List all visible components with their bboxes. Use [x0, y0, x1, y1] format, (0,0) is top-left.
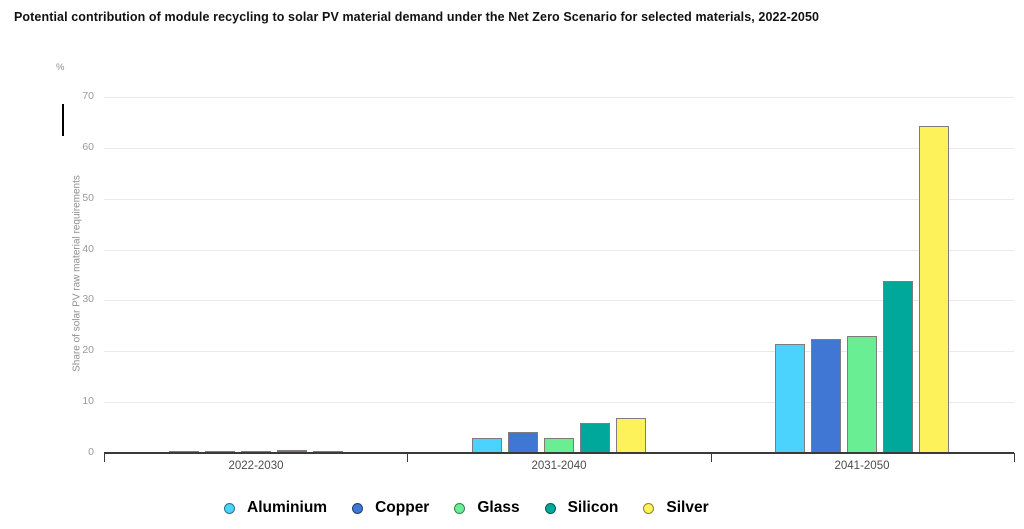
gridline-20 [104, 351, 1014, 352]
y-tick-label-60: 60 [82, 141, 94, 153]
chart-legend: Aluminium Copper Glass Silicon Silver [224, 494, 709, 522]
x-tick-label-2041-2050: 2041-2050 [834, 460, 890, 472]
bar-silicon-2041-2050[interactable] [883, 281, 913, 453]
x-tick-label-2022-2030: 2022-2030 [228, 460, 284, 472]
bar-aluminium-2031-2040[interactable] [472, 438, 502, 453]
gridline-50 [104, 199, 1014, 200]
bar-copper-2041-2050[interactable] [811, 339, 841, 453]
gridline-30 [104, 300, 1014, 301]
legend-swatch-aluminium-icon [224, 502, 235, 514]
legend-label-aluminium: Aluminium [247, 499, 328, 516]
bar-silicon-2031-2040[interactable] [580, 423, 610, 453]
x-axis-tick [407, 453, 408, 462]
legend-swatch-silicon-icon [544, 502, 556, 514]
bar-silver-2041-2050[interactable] [919, 126, 949, 453]
x-axis-tick [711, 453, 712, 462]
y-tick-label-40: 40 [82, 243, 94, 255]
bar-silver-2031-2040[interactable] [616, 418, 646, 453]
y-axis-unit-label: % [56, 62, 65, 73]
x-axis-tick [104, 453, 105, 462]
legend-item-silicon[interactable]: Silicon [544, 499, 619, 517]
legend-label-silicon: Silicon [567, 499, 619, 516]
gridline-10 [104, 402, 1014, 403]
bar-glass-2041-2050[interactable] [847, 336, 877, 453]
bar-aluminium-2041-2050[interactable] [775, 344, 805, 453]
legend-label-glass: Glass [477, 499, 520, 516]
chart-title: Potential contribution of module recycli… [14, 10, 820, 24]
y-tick-label-20: 20 [82, 344, 94, 356]
text-cursor-artifact [62, 104, 64, 136]
y-tick-label-30: 30 [82, 293, 94, 305]
x-tick-label-2031-2040: 2031-2040 [531, 460, 587, 472]
x-axis-line [104, 452, 1014, 454]
legend-label-copper: Copper [375, 499, 430, 516]
bar-glass-2031-2040[interactable] [544, 438, 574, 453]
y-tick-label-10: 10 [82, 395, 94, 407]
gridline-60 [104, 148, 1014, 149]
y-tick-label-0: 0 [88, 446, 94, 458]
y-tick-label-70: 70 [82, 90, 94, 102]
legend-item-glass[interactable]: Glass [454, 499, 520, 517]
gridline-70 [104, 97, 1014, 98]
legend-item-silver[interactable]: Silver [643, 499, 709, 517]
x-axis-tick [1014, 453, 1015, 462]
bar-copper-2031-2040[interactable] [508, 432, 538, 453]
legend-swatch-silver-icon [643, 502, 655, 514]
legend-swatch-glass-icon [454, 502, 466, 514]
legend-item-aluminium[interactable]: Aluminium [224, 499, 327, 517]
y-tick-label-50: 50 [82, 192, 94, 204]
legend-label-silver: Silver [666, 499, 709, 516]
legend-item-copper[interactable]: Copper [352, 499, 429, 517]
gridline-40 [104, 250, 1014, 251]
legend-swatch-copper-icon [352, 502, 364, 514]
